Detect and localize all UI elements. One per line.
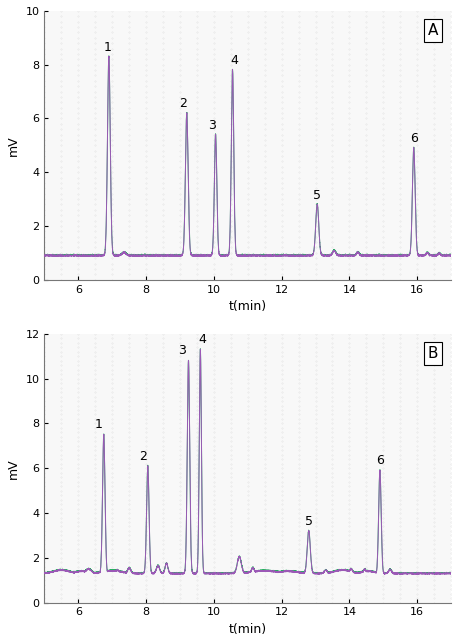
Text: 6: 6 xyxy=(410,132,418,145)
Text: 1: 1 xyxy=(103,41,111,54)
Text: A: A xyxy=(428,23,438,38)
Text: 2: 2 xyxy=(139,449,147,462)
Text: 3: 3 xyxy=(178,345,185,358)
X-axis label: t(min): t(min) xyxy=(229,300,267,313)
Text: 5: 5 xyxy=(313,189,321,202)
Text: 4: 4 xyxy=(230,55,238,68)
Text: B: B xyxy=(427,346,438,361)
Text: 6: 6 xyxy=(376,454,384,467)
Text: 4: 4 xyxy=(198,333,206,346)
X-axis label: t(min): t(min) xyxy=(229,623,267,636)
Text: 5: 5 xyxy=(305,514,313,528)
Y-axis label: mV: mV xyxy=(7,458,20,478)
Text: 1: 1 xyxy=(95,419,103,431)
Y-axis label: mV: mV xyxy=(7,135,20,156)
Text: 3: 3 xyxy=(208,119,216,132)
Text: 2: 2 xyxy=(180,97,187,111)
